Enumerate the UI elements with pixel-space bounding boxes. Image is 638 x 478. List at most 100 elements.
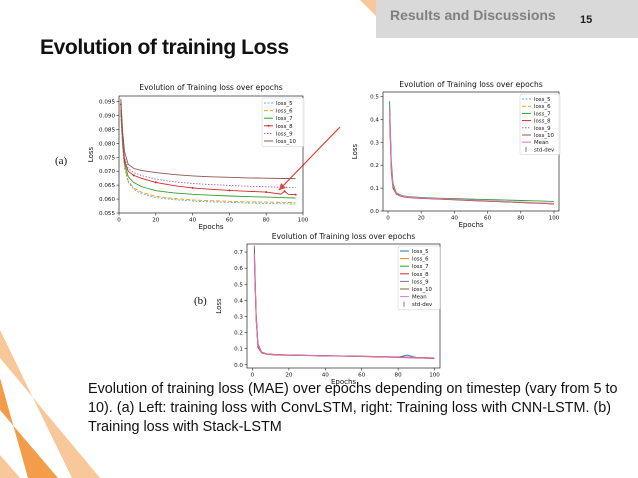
x-tick-label: 20 bbox=[418, 216, 426, 222]
legend-label: loss_9 bbox=[534, 126, 551, 132]
y-tick-label: 0.070 bbox=[99, 169, 115, 175]
x-tick-label: 100 bbox=[298, 218, 309, 224]
x-tick-label: 40 bbox=[189, 218, 197, 224]
annotation-arrow-head bbox=[279, 183, 286, 190]
legend-label: loss_10 bbox=[534, 133, 555, 139]
series-marker bbox=[191, 186, 194, 189]
chart-cnnlstm: Evolution of Training loss over epochs 0 2… bbox=[351, 80, 561, 229]
y-tick-label: 0.5 bbox=[370, 95, 379, 101]
legend-label: loss_6 bbox=[276, 109, 293, 115]
series-line-mean bbox=[253, 253, 435, 359]
series-line-mean bbox=[389, 110, 555, 204]
x-axis-label: Epochs bbox=[198, 223, 223, 231]
section-title: Results and Discussions bbox=[390, 7, 556, 23]
legend-label: loss_10 bbox=[412, 287, 433, 293]
chart-title: Evolution of Training loss over epochs bbox=[399, 80, 542, 89]
x-tick-label: 100 bbox=[549, 216, 560, 222]
y-tick-label: 0.095 bbox=[99, 100, 115, 106]
y-tick-label: 0.0 bbox=[370, 209, 379, 215]
x-tick-label: 80 bbox=[395, 373, 403, 379]
x-tick-label: 0 bbox=[386, 216, 390, 222]
legend-box bbox=[397, 245, 441, 311]
legend-label: loss_8 bbox=[412, 272, 429, 278]
x-tick-label: 40 bbox=[322, 373, 330, 379]
legend-label: std-dev bbox=[534, 147, 555, 153]
annotation-arrow bbox=[278, 126, 341, 191]
legend-label: loss_6 bbox=[534, 104, 551, 110]
legend-label: Mean bbox=[412, 295, 427, 301]
y-tick-label: 0.4 bbox=[234, 298, 243, 304]
header-bar bbox=[376, 0, 638, 38]
figure-caption: Evolution of training loss (MAE) over ep… bbox=[88, 381, 618, 435]
panel-label-b: (b) bbox=[194, 295, 207, 307]
y-tick-label: 0.1 bbox=[234, 347, 243, 353]
legend-label: loss_9 bbox=[276, 131, 293, 137]
x-tick-label: 0 bbox=[117, 218, 121, 224]
legend-label: loss_10 bbox=[276, 139, 297, 145]
series-marker bbox=[265, 191, 268, 194]
y-tick-label: 0.6 bbox=[234, 266, 243, 272]
legend-label: loss_5 bbox=[534, 97, 551, 103]
y-tick-label: 0.3 bbox=[234, 314, 243, 320]
x-tick-label: 20 bbox=[152, 218, 160, 224]
y-tick-label: 0.2 bbox=[370, 163, 379, 169]
y-tick-label: 0.1 bbox=[370, 186, 379, 192]
y-tick-label: 0.060 bbox=[99, 197, 115, 203]
series-marker bbox=[294, 193, 297, 196]
y-axis-label: Loss bbox=[87, 146, 95, 162]
legend-label: loss_7 bbox=[534, 111, 551, 117]
y-tick-label: 0.075 bbox=[99, 155, 115, 161]
y-tick-label: 0.085 bbox=[99, 127, 115, 133]
y-tick-label: 0.5 bbox=[234, 282, 243, 288]
y-axis-label: Loss bbox=[215, 298, 223, 314]
page-number: 15 bbox=[580, 14, 593, 26]
series-marker bbox=[228, 189, 231, 192]
y-tick-label: 0.4 bbox=[370, 117, 379, 123]
panel-label-a: (a) bbox=[55, 155, 68, 167]
x-tick-label: 40 bbox=[451, 216, 459, 222]
series-marker bbox=[132, 174, 135, 177]
slide-title: Evolution of training Loss bbox=[40, 36, 289, 59]
x-tick-label: 60 bbox=[226, 218, 234, 224]
y-tick-label: 0.7 bbox=[234, 250, 243, 256]
y-axis-label: Loss bbox=[351, 143, 359, 159]
series-marker bbox=[154, 181, 157, 184]
legend-label: loss_9 bbox=[412, 279, 429, 285]
legend-label: loss_6 bbox=[412, 257, 429, 263]
x-tick-label: 60 bbox=[484, 216, 492, 222]
y-tick-label: 0.090 bbox=[99, 114, 115, 120]
legend-label: std-dev bbox=[412, 302, 433, 308]
series-line-loss-10 bbox=[120, 98, 296, 180]
y-tick-label: 0.2 bbox=[234, 331, 243, 337]
x-tick-label: 100 bbox=[429, 373, 440, 379]
accent-stripe-bottom-2 bbox=[0, 378, 58, 478]
y-tick-label: 0.065 bbox=[99, 183, 115, 189]
legend-label: loss_7 bbox=[276, 116, 293, 122]
series-line-loss-9 bbox=[120, 101, 296, 189]
x-tick-label: 0 bbox=[251, 373, 255, 379]
series-line-loss-5 bbox=[120, 115, 296, 205]
y-tick-label: 0.0 bbox=[234, 363, 243, 369]
legend-label: loss_5 bbox=[412, 249, 429, 255]
x-tick-label: 60 bbox=[358, 373, 366, 379]
legend-label: loss_7 bbox=[412, 264, 429, 270]
legend-label: loss_8 bbox=[534, 119, 551, 125]
x-tick-label: 80 bbox=[263, 218, 271, 224]
y-tick-label: 0.3 bbox=[370, 140, 379, 146]
legend-label: loss_5 bbox=[276, 101, 293, 107]
series-line-loss-6 bbox=[120, 112, 296, 204]
x-tick-label: 20 bbox=[285, 373, 293, 379]
legend-label: Mean bbox=[534, 140, 549, 146]
legend-label: loss_8 bbox=[276, 124, 293, 130]
chart-title: Evolution of Training loss over epochs bbox=[139, 83, 282, 92]
plot-frame bbox=[118, 95, 304, 214]
chart-title: Evolution of Training loss over epochs bbox=[272, 232, 415, 241]
accent-stripe-bottom-3 bbox=[0, 430, 20, 478]
legend-marker bbox=[267, 124, 270, 127]
legend-box bbox=[519, 93, 561, 155]
y-tick-label: 0.055 bbox=[99, 211, 115, 217]
series-marker bbox=[283, 190, 286, 193]
series-line-loss-7 bbox=[120, 109, 296, 199]
